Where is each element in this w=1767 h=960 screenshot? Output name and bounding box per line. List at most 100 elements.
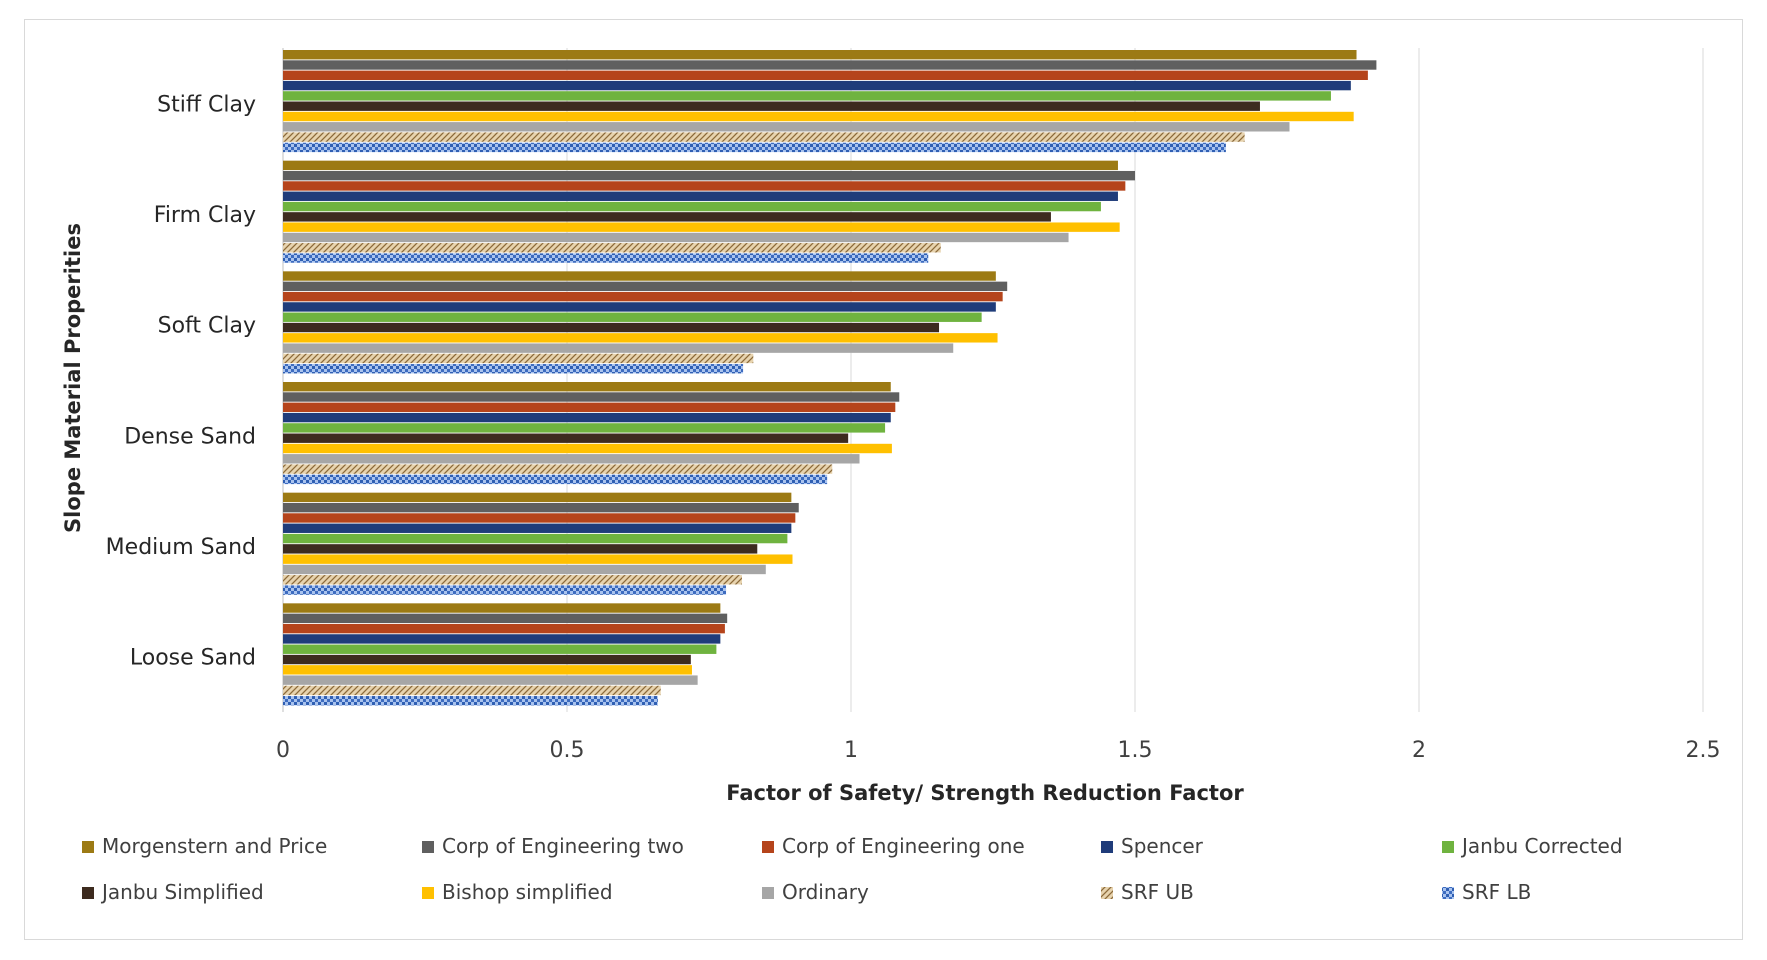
bar: [283, 70, 1368, 80]
bar: [283, 281, 1008, 292]
bar: [283, 685, 661, 696]
legend-label: Ordinary: [782, 880, 869, 904]
bar: [283, 575, 742, 585]
bar: [283, 212, 1051, 222]
legend-label: SRF UB: [1121, 880, 1194, 904]
bar: [283, 80, 1351, 91]
bar: [283, 122, 1290, 132]
legend-swatch: [1101, 887, 1113, 899]
bar: [283, 232, 1069, 243]
bar: [283, 564, 766, 575]
bar: [283, 243, 941, 253]
bar: [283, 634, 721, 644]
legend-swatch: [1442, 887, 1454, 899]
bar: [283, 492, 792, 503]
bar: [283, 291, 1003, 302]
bar: [283, 544, 758, 554]
bar: [283, 132, 1245, 142]
bar: [283, 454, 860, 464]
gridlines: [282, 48, 1704, 712]
bar: [283, 160, 1118, 171]
bar: [283, 201, 1101, 212]
bar: [283, 60, 1377, 70]
legend-label: Spencer: [1121, 834, 1204, 858]
bar: [283, 111, 1354, 122]
bar: [283, 412, 891, 423]
bar: [283, 533, 788, 544]
bar: [283, 696, 658, 706]
x-tick-label: 0.5: [550, 738, 585, 763]
bar: [283, 353, 754, 364]
bar: [283, 665, 692, 675]
bar: [283, 364, 744, 374]
bar: [283, 222, 1120, 232]
x-tick-label: 1: [844, 738, 858, 763]
category-label: Loose Sand: [130, 646, 256, 671]
bar: [283, 644, 717, 654]
bar: [283, 170, 1135, 181]
bar: [283, 613, 728, 624]
category-label: Medium Sand: [106, 535, 256, 560]
category-label: Soft Clay: [158, 314, 256, 339]
bars: [283, 50, 1377, 706]
legend-swatch: [762, 887, 774, 899]
bar: [283, 142, 1226, 153]
bar: [283, 382, 891, 392]
bar: [283, 523, 792, 533]
bar: [283, 513, 796, 523]
legend-swatch: [82, 841, 94, 853]
x-tick-label: 2.5: [1686, 738, 1721, 763]
bar: [283, 181, 1126, 191]
legend-label: Corp of Engineering two: [442, 834, 684, 858]
bar: [283, 392, 900, 402]
legend: Morgenstern and Price Corp of Engineering…: [82, 834, 1623, 904]
bar: [283, 91, 1331, 101]
bar: [283, 423, 886, 433]
legend-swatch: [422, 887, 434, 899]
legend-label: Corp of Engineering one: [782, 834, 1025, 858]
bar: [283, 333, 998, 343]
bar: [283, 585, 727, 595]
bar: [283, 101, 1260, 111]
category-label: Stiff Clay: [157, 92, 256, 117]
category-labels: Stiff Clay Firm Clay Soft Clay Dense Sand Me…: [106, 92, 256, 670]
x-tick-labels: 0 0.5 1 1.5 2 2.5: [276, 738, 1721, 763]
legend-swatch: [82, 887, 94, 899]
bar: [283, 654, 691, 665]
x-tick-label: 2: [1412, 738, 1426, 763]
bar: [283, 402, 896, 412]
category-label: Firm Clay: [154, 203, 256, 228]
y-axis-title: Slope Material Properities: [61, 223, 85, 533]
legend-swatch: [1101, 841, 1113, 853]
bar: [283, 443, 892, 454]
x-axis-title: Factor of Safety/ Strength Reduction Fac…: [726, 781, 1244, 805]
bar: [283, 253, 929, 263]
bar: [283, 623, 725, 634]
bar: [283, 322, 940, 333]
legend-label: Janbu Simplified: [100, 880, 264, 904]
bar: [283, 502, 799, 513]
legend-label: Bishop simplified: [442, 880, 613, 904]
legend-label: Morgenstern and Price: [102, 834, 327, 858]
bar: [283, 675, 698, 685]
bar: [283, 343, 954, 353]
bar: [283, 271, 996, 281]
legend-swatch: [762, 841, 774, 853]
legend-label: SRF LB: [1462, 880, 1531, 904]
bar: [283, 50, 1357, 60]
bar: [283, 302, 996, 312]
legend-label: Janbu Corrected: [1460, 834, 1623, 858]
bar: [283, 474, 828, 485]
bar: [283, 191, 1118, 201]
x-tick-label: 1.5: [1118, 738, 1153, 763]
category-label: Dense Sand: [124, 424, 256, 449]
bar: [283, 554, 793, 564]
legend-swatch: [422, 841, 434, 853]
legend-swatch: [1442, 841, 1454, 853]
bar: [283, 433, 849, 443]
bar: [283, 312, 982, 322]
x-tick-label: 0: [276, 738, 290, 763]
bar: [283, 603, 721, 613]
bar: [283, 464, 833, 474]
